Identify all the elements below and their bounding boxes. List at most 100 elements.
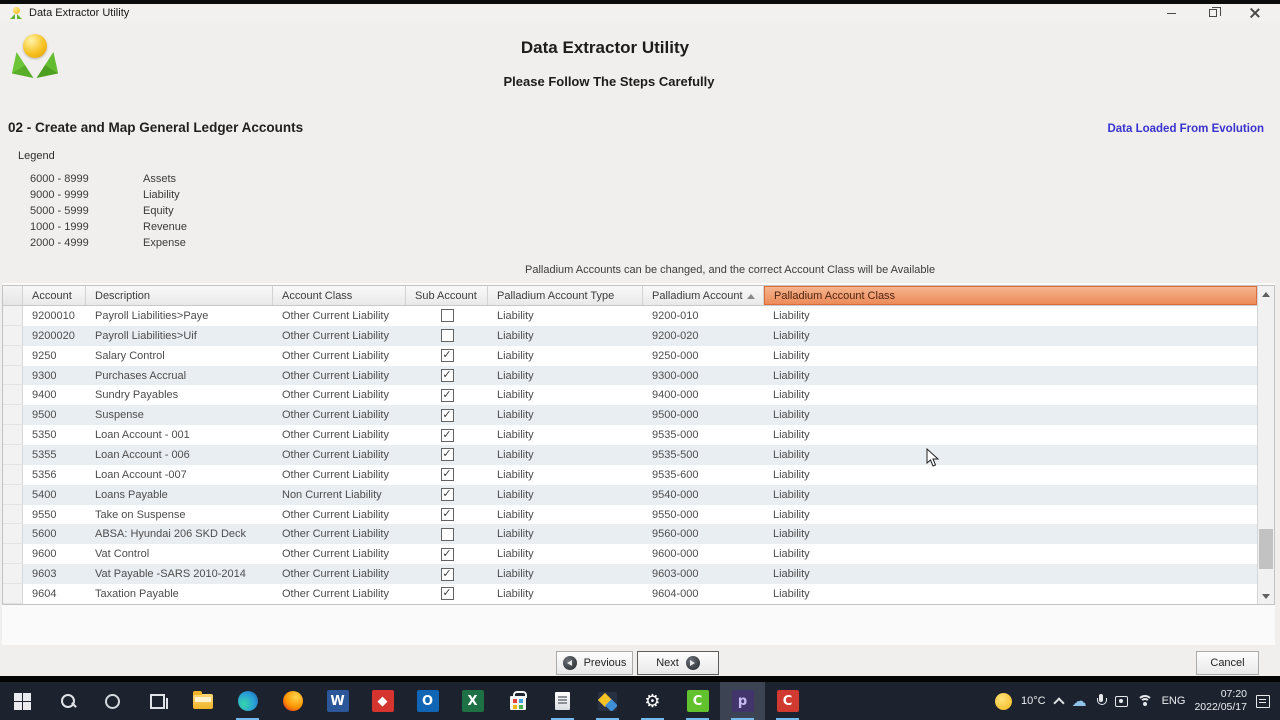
- scroll-up-button[interactable]: [1258, 286, 1274, 302]
- table-row[interactable]: 9300 Purchases Accrual Other Current Liabi…: [3, 365, 1257, 386]
- next-button[interactable]: Next: [637, 651, 719, 675]
- meet-now-icon[interactable]: [1114, 695, 1128, 707]
- table-row[interactable]: 5356 Loan Account -007 Other Current Liabi…: [3, 464, 1257, 485]
- cell-palladium-account: 9200-020: [652, 329, 699, 342]
- column-header-account[interactable]: Account: [23, 286, 86, 305]
- clock[interactable]: 07:20 2022/05/17: [1194, 688, 1247, 714]
- language-indicator[interactable]: ENG: [1161, 695, 1186, 707]
- restore-button[interactable]: [1192, 4, 1234, 22]
- store-icon[interactable]: [495, 682, 540, 720]
- weather-sun-icon[interactable]: [995, 692, 1013, 710]
- notepad-icon[interactable]: [540, 682, 585, 720]
- cortana-icon[interactable]: [90, 682, 135, 720]
- row-selector[interactable]: [3, 524, 23, 545]
- table-row[interactable]: 9200010 Payroll Liabilities>Paye Other Cur…: [3, 306, 1257, 326]
- sub-account-checkbox[interactable]: [440, 488, 454, 502]
- sub-account-checkbox[interactable]: [440, 329, 454, 343]
- task-view-icon[interactable]: [135, 682, 180, 720]
- onedrive-icon[interactable]: ☁: [1071, 692, 1087, 710]
- chevron-up-icon[interactable]: [1052, 696, 1065, 709]
- sub-account-checkbox[interactable]: [440, 468, 454, 482]
- column-header-account-class[interactable]: Account Class: [273, 286, 406, 305]
- sub-account-checkbox[interactable]: [440, 448, 454, 462]
- start-button[interactable]: [0, 682, 45, 720]
- clock-date: 2022/05/17: [1194, 701, 1247, 713]
- row-selector[interactable]: [3, 306, 23, 326]
- photos-app-icon[interactable]: [585, 682, 630, 720]
- table-row[interactable]: 9400 Sundry Payables Other Current Liabili…: [3, 385, 1257, 406]
- row-selector[interactable]: [3, 484, 23, 505]
- sub-account-checkbox[interactable]: [440, 428, 454, 442]
- vertical-scrollbar[interactable]: [1257, 286, 1274, 604]
- row-selector[interactable]: [3, 325, 23, 346]
- sub-account-checkbox[interactable]: [440, 567, 454, 581]
- scroll-down-button[interactable]: [1258, 588, 1274, 604]
- row-selector[interactable]: [3, 504, 23, 525]
- row-selector-header[interactable]: [3, 286, 23, 305]
- cell-sub-account: [406, 428, 488, 442]
- previous-button[interactable]: Previous: [556, 651, 633, 675]
- firefox-icon[interactable]: [270, 682, 315, 720]
- row-selector[interactable]: [3, 405, 23, 426]
- table-row[interactable]: 5350 Loan Account - 001 Other Current Liab…: [3, 425, 1257, 446]
- row-selector[interactable]: [3, 345, 23, 366]
- outlook-icon[interactable]: O: [405, 682, 450, 720]
- row-selector[interactable]: [3, 544, 23, 565]
- action-center-icon[interactable]: [1256, 694, 1270, 708]
- word-icon[interactable]: W: [315, 682, 360, 720]
- open-app-indicator: [236, 718, 259, 720]
- column-header-sub-account[interactable]: Sub Account: [406, 286, 488, 305]
- table-row[interactable]: 5355 Loan Account - 006 Other Current Liab…: [3, 445, 1257, 465]
- table-row[interactable]: 9250 Salary Control Other Current Liabilit…: [3, 345, 1257, 366]
- row-selector[interactable]: [3, 445, 23, 465]
- temperature-label[interactable]: 10°C: [1021, 695, 1046, 707]
- column-header-palladium-account[interactable]: Palladium Account: [643, 286, 764, 305]
- microphone-icon[interactable]: [1096, 694, 1107, 708]
- table-row[interactable]: 5600 ABSA: Hyundai 206 SKD Deck Other Curr…: [3, 524, 1257, 545]
- sub-account-checkbox[interactable]: [440, 408, 454, 422]
- table-row[interactable]: 9200020 Payroll Liabilities>Uif Other Curr…: [3, 325, 1257, 346]
- table-row[interactable]: 9603 Vat Payable -SARS 2010-2014 Other Cur…: [3, 564, 1257, 585]
- sub-account-checkbox[interactable]: [440, 349, 454, 363]
- sub-account-checkbox[interactable]: [440, 508, 454, 522]
- column-header-palladium-account-type[interactable]: Palladium Account Type: [488, 286, 643, 305]
- row-selector[interactable]: [3, 564, 23, 585]
- cancel-button[interactable]: Cancel: [1196, 651, 1259, 675]
- table-row[interactable]: 5400 Loans Payable Non Current Liability Li…: [3, 484, 1257, 505]
- table-row[interactable]: 9500 Suspense Other Current Liability Liabi…: [3, 405, 1257, 426]
- sub-account-checkbox[interactable]: [440, 309, 454, 323]
- table-row[interactable]: 9600 Vat Control Other Current Liability Li…: [3, 544, 1257, 565]
- row-selector[interactable]: [3, 584, 23, 604]
- cell-sub-account: [406, 587, 488, 601]
- cell-account: 5400: [32, 488, 57, 501]
- scrollbar-thumb[interactable]: [1259, 529, 1273, 569]
- sub-account-checkbox[interactable]: [440, 388, 454, 402]
- palladium-app-icon[interactable]: p: [720, 682, 765, 720]
- table-row[interactable]: 9550 Take on Suspense Other Current Liabil…: [3, 504, 1257, 525]
- edge-icon[interactable]: [225, 682, 270, 720]
- wifi-icon[interactable]: [1136, 695, 1153, 707]
- row-selector[interactable]: [3, 464, 23, 485]
- minimize-button[interactable]: [1150, 4, 1192, 22]
- camtasia-icon[interactable]: C: [675, 682, 720, 720]
- cell-account-class: Other Current Liability: [282, 409, 389, 422]
- sub-account-checkbox[interactable]: [440, 547, 454, 561]
- sub-account-checkbox[interactable]: [440, 527, 454, 541]
- media-app-icon[interactable]: ◆: [360, 682, 405, 720]
- close-button[interactable]: [1234, 4, 1276, 22]
- table-row[interactable]: 9604 Taxation Payable Other Current Liabil…: [3, 584, 1257, 604]
- sub-account-checkbox[interactable]: [440, 587, 454, 601]
- row-selector[interactable]: [3, 425, 23, 446]
- system-tray: 10°C ☁ ENG 07:20 2022/05/17: [995, 682, 1280, 720]
- search-icon[interactable]: [45, 682, 90, 720]
- column-header-description[interactable]: Description: [86, 286, 273, 305]
- row-selector[interactable]: [3, 385, 23, 406]
- camtasia-recorder-icon[interactable]: C: [765, 682, 810, 720]
- excel-icon[interactable]: X: [450, 682, 495, 720]
- row-selector[interactable]: [3, 365, 23, 386]
- settings-gear-icon: ⚙: [644, 690, 661, 712]
- settings-gear-icon[interactable]: ⚙: [630, 682, 675, 720]
- sub-account-checkbox[interactable]: [440, 369, 454, 382]
- file-explorer-icon[interactable]: [180, 682, 225, 720]
- column-header-palladium-account-class[interactable]: Palladium Account Class: [764, 286, 1257, 305]
